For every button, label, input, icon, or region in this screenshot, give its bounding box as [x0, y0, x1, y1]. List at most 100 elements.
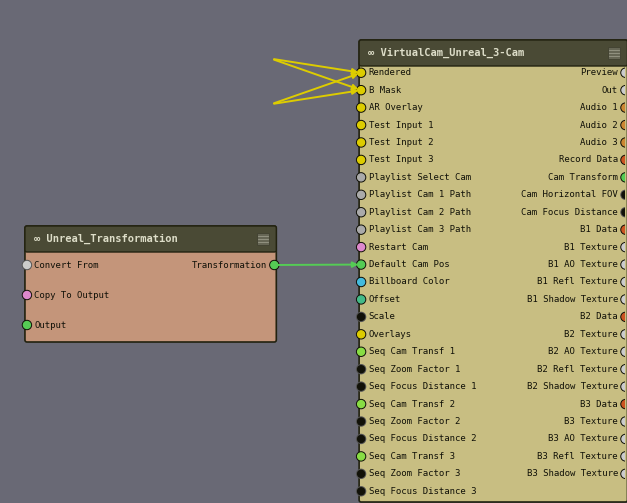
Circle shape — [621, 68, 627, 77]
Text: B2 Data: B2 Data — [581, 312, 618, 321]
Text: Default Cam Pos: Default Cam Pos — [369, 260, 449, 269]
Circle shape — [622, 104, 627, 111]
Circle shape — [621, 103, 627, 112]
Circle shape — [357, 453, 364, 460]
Text: ∞ Unreal_Transformation: ∞ Unreal_Transformation — [34, 234, 177, 244]
Circle shape — [357, 243, 364, 250]
Circle shape — [622, 348, 627, 355]
Circle shape — [23, 320, 31, 329]
Circle shape — [621, 330, 627, 339]
Circle shape — [357, 488, 364, 495]
Circle shape — [621, 452, 627, 461]
Circle shape — [622, 139, 627, 146]
Circle shape — [357, 209, 364, 216]
Text: B3 Refl Texture: B3 Refl Texture — [537, 452, 618, 461]
Circle shape — [622, 400, 627, 407]
Text: Output: Output — [34, 320, 66, 329]
Circle shape — [23, 321, 31, 328]
Text: Cam Horizontal FOV: Cam Horizontal FOV — [521, 190, 618, 199]
Text: Audio 2: Audio 2 — [581, 121, 618, 130]
Text: B1 Texture: B1 Texture — [564, 242, 618, 252]
Circle shape — [357, 417, 366, 426]
Circle shape — [357, 278, 366, 287]
Text: Playlist Cam 2 Path: Playlist Cam 2 Path — [369, 208, 471, 217]
Circle shape — [357, 331, 364, 338]
Circle shape — [357, 383, 364, 390]
Text: B Mask: B Mask — [369, 86, 401, 95]
Circle shape — [357, 418, 364, 425]
Text: Audio 1: Audio 1 — [581, 103, 618, 112]
Text: B1 Refl Texture: B1 Refl Texture — [537, 278, 618, 287]
Circle shape — [357, 261, 364, 268]
Circle shape — [357, 296, 364, 303]
Circle shape — [622, 436, 627, 443]
Circle shape — [357, 330, 366, 339]
Circle shape — [622, 87, 627, 94]
Text: B1 Shadow Texture: B1 Shadow Texture — [527, 295, 618, 304]
Circle shape — [357, 312, 366, 321]
Circle shape — [621, 278, 627, 287]
Text: Scale: Scale — [369, 312, 396, 321]
FancyBboxPatch shape — [359, 40, 627, 502]
Circle shape — [622, 313, 627, 320]
Circle shape — [622, 122, 627, 129]
Circle shape — [621, 190, 627, 199]
Text: Seq Cam Transf 2: Seq Cam Transf 2 — [369, 399, 455, 408]
Text: AR Overlay: AR Overlay — [369, 103, 423, 112]
Circle shape — [621, 225, 627, 234]
Circle shape — [357, 191, 364, 198]
Circle shape — [357, 365, 366, 374]
FancyBboxPatch shape — [25, 226, 277, 342]
Text: Audio 3: Audio 3 — [581, 138, 618, 147]
Circle shape — [357, 139, 364, 146]
Circle shape — [23, 292, 31, 298]
Circle shape — [622, 174, 627, 181]
Circle shape — [621, 399, 627, 408]
Circle shape — [357, 279, 364, 286]
Circle shape — [357, 103, 366, 112]
Circle shape — [357, 156, 364, 163]
Circle shape — [357, 470, 364, 477]
Text: Out: Out — [602, 86, 618, 95]
Circle shape — [357, 155, 366, 164]
Circle shape — [622, 470, 627, 477]
Circle shape — [357, 469, 366, 478]
Circle shape — [621, 260, 627, 269]
Text: Seq Zoom Factor 1: Seq Zoom Factor 1 — [369, 365, 460, 374]
Circle shape — [621, 138, 627, 147]
Circle shape — [621, 435, 627, 444]
Circle shape — [357, 382, 366, 391]
Circle shape — [357, 487, 366, 496]
Text: Transformation: Transformation — [192, 261, 267, 270]
Circle shape — [357, 452, 366, 461]
Circle shape — [621, 155, 627, 164]
Circle shape — [357, 121, 366, 130]
Circle shape — [621, 173, 627, 182]
Text: Offset: Offset — [369, 295, 401, 304]
Circle shape — [621, 365, 627, 374]
Circle shape — [357, 348, 364, 355]
Circle shape — [357, 260, 366, 269]
Text: Test Input 3: Test Input 3 — [369, 155, 433, 164]
Circle shape — [622, 296, 627, 303]
Text: Seq Focus Distance 2: Seq Focus Distance 2 — [369, 435, 476, 444]
Text: Restart Cam: Restart Cam — [369, 242, 428, 252]
Circle shape — [357, 122, 364, 129]
Text: B2 AO Texture: B2 AO Texture — [548, 347, 618, 356]
Circle shape — [622, 69, 627, 76]
Text: B3 Texture: B3 Texture — [564, 417, 618, 426]
Text: Test Input 1: Test Input 1 — [369, 121, 433, 130]
Circle shape — [621, 121, 627, 130]
Circle shape — [621, 312, 627, 321]
Circle shape — [357, 208, 366, 217]
Circle shape — [622, 209, 627, 216]
Text: B3 AO Texture: B3 AO Texture — [548, 435, 618, 444]
Circle shape — [357, 225, 366, 234]
Circle shape — [622, 418, 627, 425]
Circle shape — [357, 366, 364, 373]
Text: Cam Focus Distance: Cam Focus Distance — [521, 208, 618, 217]
Circle shape — [622, 279, 627, 286]
Text: Playlist Cam 1 Path: Playlist Cam 1 Path — [369, 190, 471, 199]
Circle shape — [622, 226, 627, 233]
Text: B1 AO Texture: B1 AO Texture — [548, 260, 618, 269]
